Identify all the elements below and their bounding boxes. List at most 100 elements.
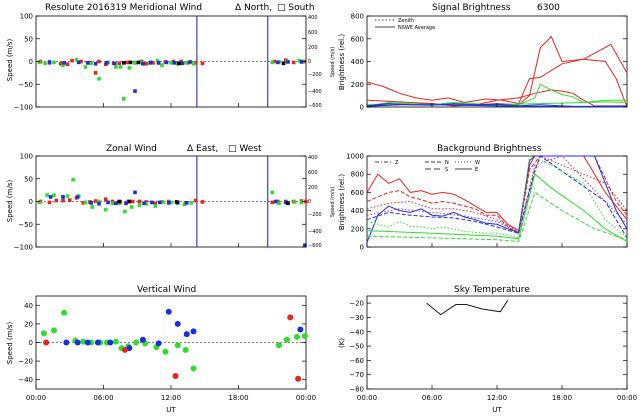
zonal-ytick-label: −100 bbox=[14, 244, 33, 252]
meridional-point-blue bbox=[172, 61, 177, 65]
signal-legend-zenith: Zenith bbox=[398, 18, 414, 24]
meridional-rtick-1: 400 bbox=[308, 15, 318, 21]
zonal-point-green bbox=[65, 194, 70, 198]
meridional-point-green bbox=[118, 65, 123, 69]
zonal-point-red bbox=[110, 199, 115, 204]
vertical-point-blue bbox=[126, 345, 133, 352]
zonal-point-red bbox=[200, 200, 205, 204]
zonal-rtick-7: −600 bbox=[308, 243, 322, 249]
meridional-point-blue bbox=[148, 60, 153, 65]
zonal-point-blue bbox=[124, 201, 128, 206]
meridional-point-black bbox=[128, 60, 133, 65]
vertical-y-ticks: 40 20 0 −20 −40 bbox=[18, 302, 307, 389]
background-line-green-3 bbox=[366, 191, 628, 243]
zonal-point-blue bbox=[48, 195, 53, 199]
zonal-point-red bbox=[276, 199, 280, 204]
meridional-ytick-label: −50 bbox=[18, 81, 33, 89]
meridional-ytick-label: 100 bbox=[20, 13, 33, 21]
sky-xlabel: UT bbox=[492, 406, 502, 414]
zonal-point-green bbox=[71, 177, 75, 182]
vertical-point-red bbox=[43, 339, 50, 346]
sky-line-black bbox=[426, 300, 509, 316]
meridional-legend-north: Δ North, bbox=[235, 3, 272, 13]
signal-ytick-label: 800 bbox=[351, 13, 364, 21]
zonal-point-green bbox=[123, 209, 127, 214]
meridional-ytick-label: 0 bbox=[29, 58, 33, 66]
zonal-point-green bbox=[110, 201, 115, 206]
zonal-right-axis: 400 200 0 −200 −400 600 −600 Speed (m/s) bbox=[308, 155, 336, 249]
meridional-point-blue bbox=[47, 60, 52, 64]
zonal-point-blue bbox=[61, 195, 65, 199]
sky-marks bbox=[426, 300, 509, 316]
background-line-red-1 bbox=[366, 155, 628, 232]
zonal-title: Zonal Wind bbox=[106, 144, 157, 154]
zonal-point-blue bbox=[89, 201, 93, 205]
xtick-label: 06:00 bbox=[93, 394, 113, 402]
vertical-point-green bbox=[182, 346, 189, 353]
zonal-point-green bbox=[292, 200, 297, 204]
vertical-ylabel: Speed (m/s) bbox=[6, 322, 14, 365]
xtick-label: 12:00 bbox=[487, 394, 507, 402]
meridional-ylabel: Speed (m/s) bbox=[6, 39, 14, 82]
zonal-point-green bbox=[153, 204, 158, 208]
background-line-red-3 bbox=[366, 155, 628, 233]
zonal-ytick-label: 100 bbox=[20, 153, 33, 161]
meridional-right-ylabel: Speed (m/s) bbox=[330, 47, 336, 77]
meridional-point-green bbox=[97, 76, 101, 81]
sky-y-ticks: −20 −30 −40 −50 −60 −70 −80 bbox=[349, 300, 628, 394]
xtick-label: 00:00 bbox=[617, 394, 637, 402]
background-legend: Z N W S E bbox=[375, 160, 480, 173]
meridional-point-green bbox=[160, 63, 164, 67]
signal-line-blue-2 bbox=[366, 104, 627, 107]
zonal-point-blue bbox=[283, 200, 288, 205]
meridional-point-green bbox=[183, 61, 188, 65]
zonal-ytick-label: −50 bbox=[18, 221, 33, 229]
sky-ytick-label: −70 bbox=[349, 371, 364, 379]
background-ytick-label: 200 bbox=[351, 225, 364, 233]
background-line-green-1 bbox=[366, 155, 628, 239]
zonal-rtick-1: 400 bbox=[308, 155, 318, 161]
zonal-point-red bbox=[103, 197, 108, 202]
vertical-point-blue bbox=[94, 339, 101, 346]
background-legend-w: W bbox=[475, 160, 480, 166]
background-line-blue-2 bbox=[366, 155, 628, 239]
zonal-point-green bbox=[277, 201, 281, 206]
zonal-point-green bbox=[97, 199, 101, 204]
meridional-point-red bbox=[151, 61, 155, 65]
zonal-point-red bbox=[130, 199, 135, 204]
panel-sky-temperature: Sky Temperature −20 −30 −40 −50 −60 −70 −80 00… bbox=[338, 285, 637, 414]
zonal-point-blue bbox=[106, 200, 110, 205]
meridional-point-blue bbox=[62, 61, 66, 65]
zonal-point-red bbox=[137, 199, 142, 204]
meridional-rtick-5: −400 bbox=[308, 89, 322, 95]
meridional-point-blue bbox=[188, 60, 192, 64]
zonal-point-black bbox=[127, 199, 132, 204]
sky-ytick-label: −60 bbox=[349, 357, 364, 365]
zonal-point-green bbox=[129, 205, 134, 209]
meridional-point-red bbox=[58, 61, 63, 66]
vertical-point-green bbox=[40, 330, 47, 337]
zonal-point-green bbox=[144, 201, 149, 206]
vertical-xlabel: UT bbox=[166, 406, 176, 414]
vertical-point-green bbox=[283, 336, 290, 343]
vertical-point-red bbox=[172, 372, 179, 379]
meridional-point-blue bbox=[180, 61, 185, 66]
zonal-point-blue bbox=[114, 201, 118, 206]
meridional-point-green bbox=[43, 61, 47, 66]
vertical-ytick-label: −20 bbox=[18, 358, 33, 366]
zonal-ytick-label: 50 bbox=[24, 175, 33, 183]
vertical-point-green bbox=[174, 342, 181, 349]
zonal-point-blue bbox=[97, 201, 101, 206]
signal-y-ticks: 800 600 400 200 0 bbox=[351, 13, 628, 112]
zonal-point-blue bbox=[142, 201, 146, 206]
panel-zonal-wind: Zonal Wind Δ East, □ West 100500−50−100 … bbox=[6, 144, 336, 252]
meridional-y-ticks: 100 50 0 −50 −100 bbox=[14, 13, 307, 112]
zonal-point-green bbox=[169, 200, 173, 205]
xtick-label: 00:00 bbox=[296, 394, 316, 402]
panel-vertical-wind: Vertical Wind 40 20 0 −20 −40 00:00 06:00 12:0… bbox=[6, 285, 316, 414]
signal-ytick-label: 600 bbox=[351, 35, 364, 43]
meridional-point-black bbox=[121, 61, 126, 65]
meridional-point-black bbox=[177, 61, 181, 66]
zonal-point-green bbox=[117, 201, 122, 206]
